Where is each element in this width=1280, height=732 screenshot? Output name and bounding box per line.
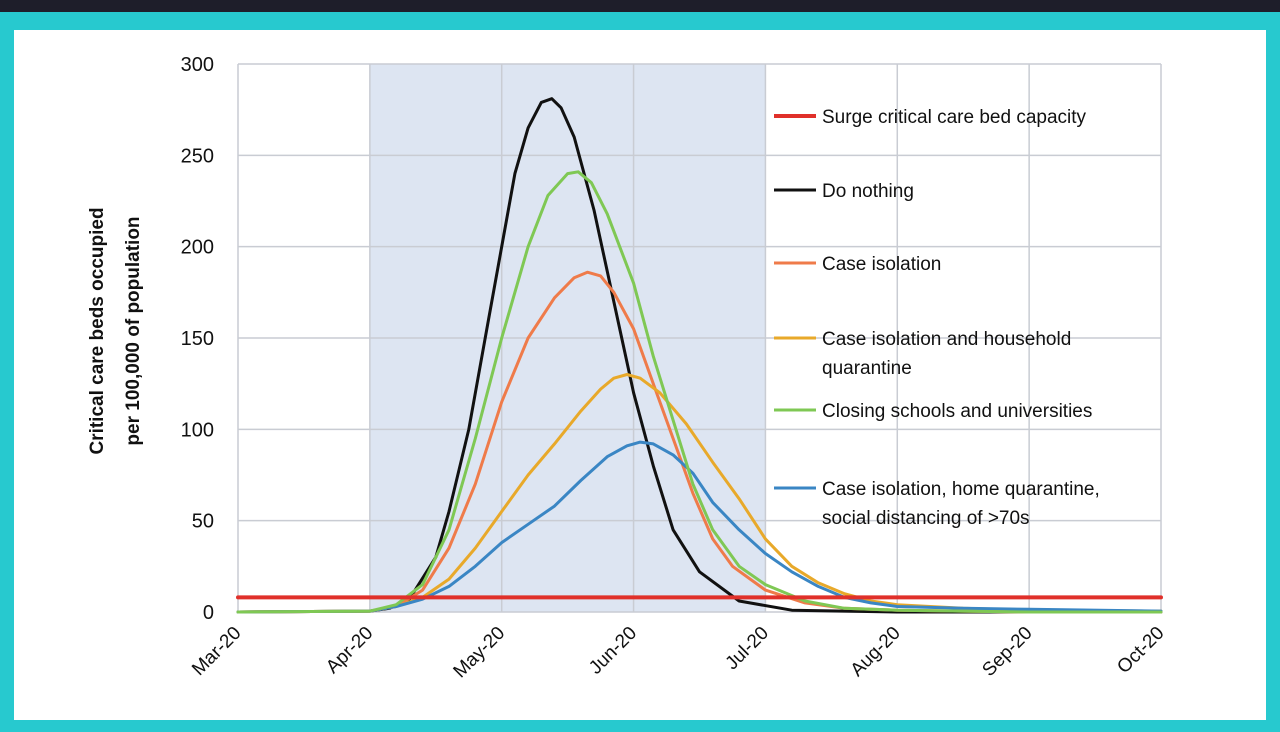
y-tick-label: 150 xyxy=(181,328,214,350)
x-tick-label: May-20 xyxy=(450,623,510,683)
y-tick-label: 300 xyxy=(181,54,214,76)
chart: 0 50 100 150 200 250 300 Mar-20 Apr-20 May-20 Jun-… xyxy=(181,54,1169,683)
legend-label: Case isolation and household xyxy=(822,329,1071,350)
x-tick-label: Apr-20 xyxy=(322,623,377,678)
legend-label: quarantine xyxy=(822,358,912,379)
x-tick-label: Jun-20 xyxy=(585,623,641,679)
x-tick-label: Oct-20 xyxy=(1113,623,1168,678)
series-line-5 xyxy=(236,440,1163,614)
legend-label: social distancing of >70s xyxy=(822,508,1030,529)
x-tick-label: Aug-20 xyxy=(847,623,905,681)
x-tick-label: Sep-20 xyxy=(978,623,1036,681)
chart-panel: 0 50 100 150 200 250 300 Mar-20 Apr-20 May-20 Jun-… xyxy=(14,30,1266,720)
teal-frame: 0 50 100 150 200 250 300 Mar-20 Apr-20 May-20 Jun-… xyxy=(0,12,1280,732)
legend-label: Closing schools and universities xyxy=(822,401,1092,422)
y-tick-label: 200 xyxy=(181,237,214,259)
y-axis-label: Critical care beds occupied per 100,000 … xyxy=(66,180,156,480)
legend-label: Surge critical care bed capacity xyxy=(822,107,1087,128)
legend-label: Case isolation xyxy=(822,254,941,275)
legend-label: Case isolation, home quarantine, xyxy=(822,479,1100,500)
y-axis-label-line-2: per 100,000 of population xyxy=(123,216,144,446)
series-line-2 xyxy=(236,270,1163,614)
x-tick-label: Mar-20 xyxy=(188,623,245,680)
y-tick-label: 0 xyxy=(203,602,214,624)
series-line-4 xyxy=(236,170,1163,614)
y-axis-label-line-1: Critical care beds occupied xyxy=(87,207,108,455)
y-tick-label: 250 xyxy=(181,145,214,167)
y-tick-label: 50 xyxy=(192,511,214,533)
x-tick-label: Jul-20 xyxy=(722,623,773,674)
legend-label: Do nothing xyxy=(822,181,914,202)
y-tick-label: 100 xyxy=(181,419,214,441)
